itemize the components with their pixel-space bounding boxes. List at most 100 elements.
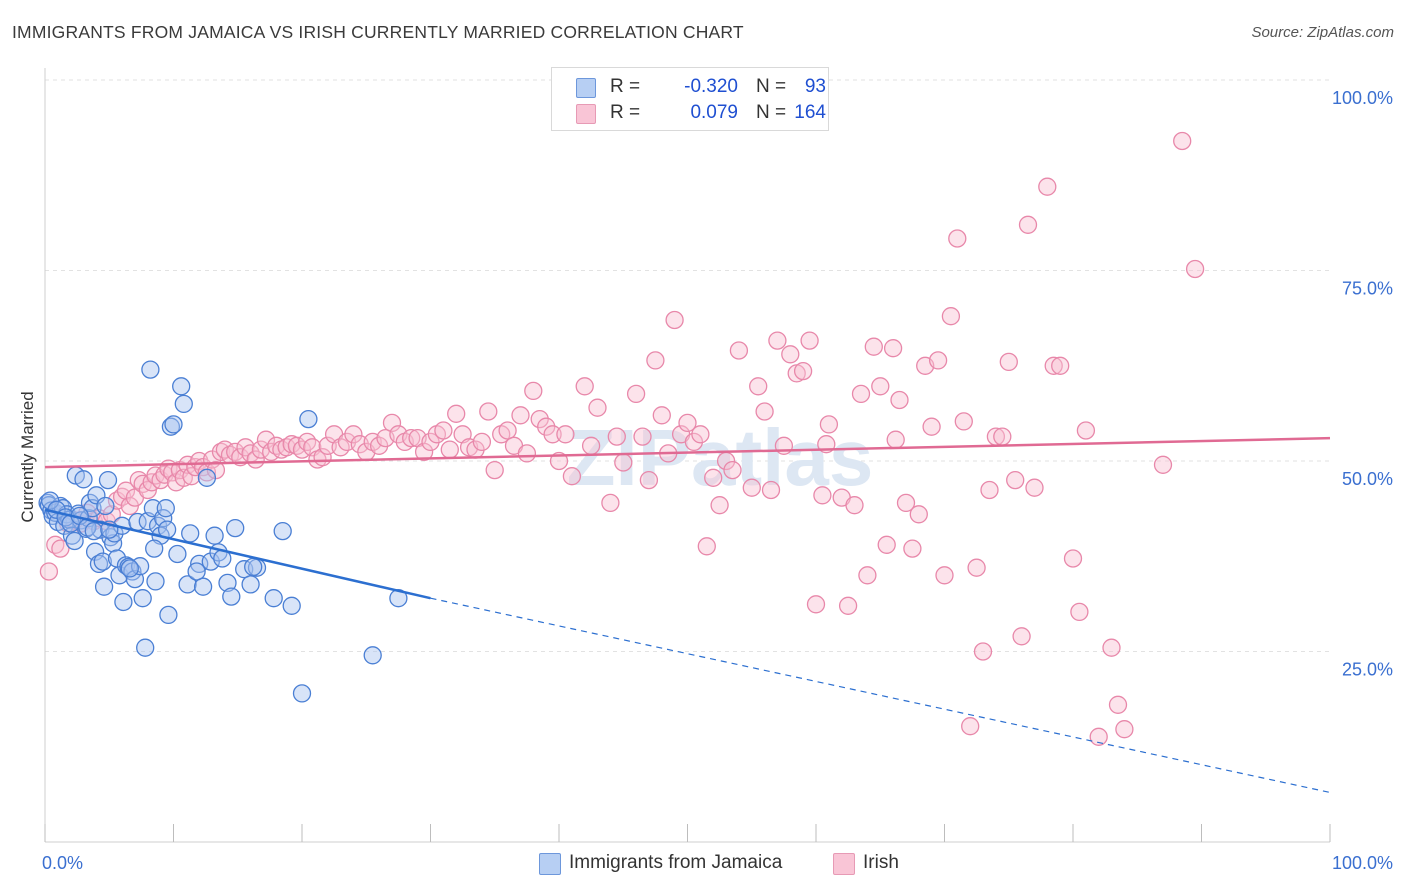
- irish-point: [543, 425, 562, 444]
- jamaica-point: [133, 589, 152, 608]
- irish-point: [980, 480, 999, 500]
- irish-trend-line: [44, 436, 1331, 469]
- irish-point: [800, 331, 819, 350]
- jamaica-point: [264, 589, 283, 608]
- irish-point: [639, 470, 659, 490]
- irish-point: [1108, 695, 1128, 714]
- irish-point: [575, 377, 594, 396]
- irish-point: [922, 417, 941, 436]
- irish-point: [967, 558, 986, 577]
- legend-n-value: 164: [794, 102, 826, 123]
- legend-r-label: R =: [610, 102, 641, 123]
- irish-point: [768, 331, 787, 350]
- trend-lines: [44, 436, 1331, 794]
- x-tick-label: 100.0%: [1332, 853, 1393, 873]
- irish-point: [941, 307, 961, 326]
- irish-point: [652, 406, 671, 425]
- jamaica-point: [244, 557, 263, 577]
- jamaica-point: [96, 496, 115, 516]
- irish-point: [517, 444, 537, 463]
- y-tick-label: 100.0%: [1332, 88, 1393, 108]
- irish-point: [1006, 470, 1025, 490]
- x-tick-label: 0.0%: [42, 853, 83, 873]
- jamaica-point: [114, 592, 133, 612]
- irish-point: [1044, 356, 1063, 375]
- jamaica-point: [201, 552, 220, 571]
- irish-point: [1070, 602, 1089, 622]
- irish-point: [1089, 727, 1108, 746]
- jamaica-point: [226, 518, 245, 538]
- irish-point: [1025, 478, 1044, 497]
- irish-point: [581, 436, 601, 455]
- jamaica-point: [120, 559, 139, 578]
- legend-swatch-irish: [833, 853, 855, 875]
- irish-point: [851, 384, 871, 404]
- irish-point: [999, 352, 1018, 372]
- y-tick-label: 75.0%: [1342, 279, 1393, 299]
- jamaica-point: [164, 415, 183, 434]
- irish-point: [297, 432, 317, 452]
- legend-n-label: N =: [756, 102, 787, 123]
- irish-point: [819, 415, 839, 434]
- irish-point: [742, 478, 761, 497]
- irish-point: [1038, 177, 1057, 196]
- irish-point: [909, 505, 928, 524]
- irish-point: [485, 460, 504, 480]
- irish-point: [562, 467, 582, 486]
- irish-point: [414, 442, 434, 462]
- irish-point: [697, 537, 716, 556]
- jamaica-point: [159, 605, 178, 625]
- irish-point: [39, 562, 59, 581]
- irish-point: [886, 430, 905, 449]
- jamaica-point: [299, 409, 318, 429]
- irish-point: [1185, 259, 1205, 279]
- irish-point: [845, 496, 864, 515]
- jamaica-point: [363, 646, 382, 665]
- irish-point: [614, 453, 633, 472]
- jamaica-point: [218, 573, 237, 593]
- irish-point: [511, 406, 530, 425]
- irish-point: [961, 717, 980, 736]
- irish-point: [588, 398, 607, 417]
- irish-point: [382, 413, 402, 433]
- stats-legend: R = -0.320 N = 93 R = 0.079 N = 164: [551, 67, 829, 131]
- irish-point: [479, 402, 498, 421]
- irish-point: [973, 642, 993, 661]
- jamaica-point: [141, 360, 160, 379]
- irish-point: [883, 339, 903, 358]
- irish-point: [691, 425, 710, 444]
- jamaica-point: [205, 526, 224, 545]
- irish-point: [646, 351, 665, 370]
- irish-point: [633, 427, 652, 446]
- irish-point: [1153, 455, 1173, 474]
- irish-point: [665, 310, 684, 330]
- jamaica-point: [241, 575, 260, 594]
- irish-point: [601, 493, 620, 513]
- jamaica-point: [187, 562, 206, 581]
- irish-point: [723, 460, 742, 480]
- irish-point: [607, 427, 626, 446]
- irish-point: [704, 468, 723, 487]
- jamaica-point: [98, 470, 118, 490]
- axes: [44, 68, 1331, 843]
- irish-point: [928, 351, 948, 370]
- jamaica-point: [292, 684, 312, 703]
- jamaica-point: [178, 575, 197, 594]
- irish-point: [440, 440, 459, 459]
- legend-r-value: 0.079: [690, 102, 738, 123]
- irish-point: [1173, 131, 1192, 151]
- irish-point: [226, 442, 245, 462]
- irish-point: [729, 341, 749, 360]
- irish-point: [530, 409, 549, 429]
- jamaica-point: [168, 544, 187, 564]
- irish-point: [806, 595, 826, 614]
- jamaica-point: [136, 638, 155, 657]
- irish-point: [684, 432, 704, 452]
- jamaica-point: [156, 499, 175, 518]
- chart-title: IMMIGRANTS FROM JAMAICA VS IRISH CURRENT…: [12, 22, 744, 42]
- source-credit: Source: ZipAtlas.com: [1251, 24, 1394, 41]
- irish-point: [903, 539, 922, 558]
- irish-point: [858, 566, 877, 585]
- irish-point: [871, 377, 890, 396]
